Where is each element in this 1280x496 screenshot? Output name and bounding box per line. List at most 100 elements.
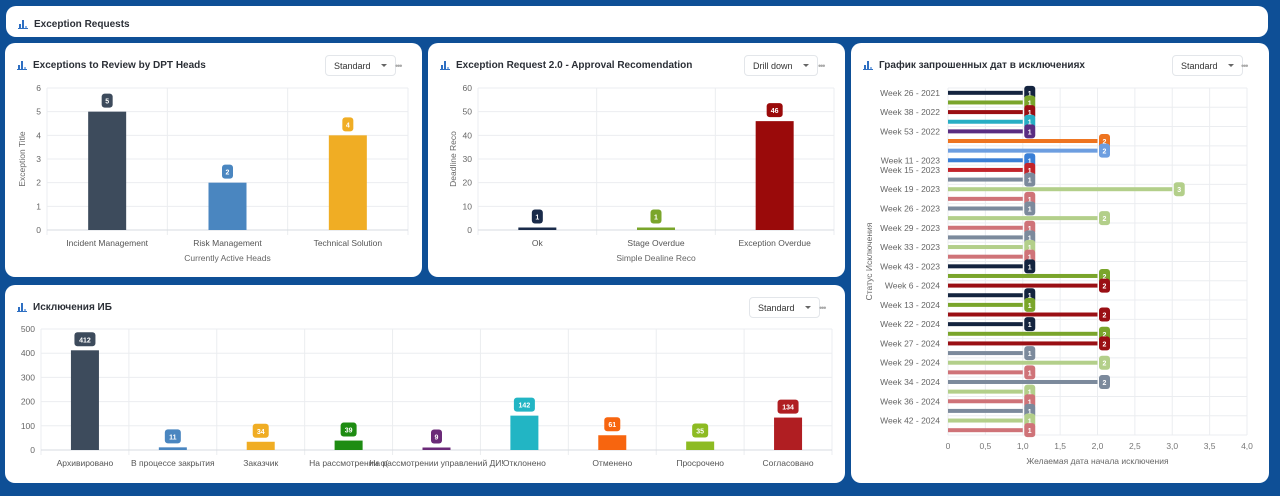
- bar: [948, 293, 1023, 298]
- bar: [328, 135, 367, 230]
- data-label: 142: [519, 403, 531, 410]
- view-dropdown-value: Standard: [758, 302, 795, 313]
- bar: [598, 435, 627, 450]
- chevron-down-icon: [804, 306, 811, 309]
- data-label: 1: [1028, 419, 1032, 426]
- data-label-badge: [222, 164, 233, 179]
- view-dropdown[interactable]: Standard: [1172, 55, 1243, 76]
- data-label-badge: [340, 422, 357, 437]
- y-tick-label: 300: [21, 372, 35, 382]
- x-tick-label: 1,0: [1017, 441, 1029, 451]
- data-label-badge: [1099, 355, 1110, 370]
- y-tick-label: 1: [36, 201, 41, 211]
- x-tick-label: Technical Solution: [314, 238, 383, 248]
- data-label: 1: [1028, 178, 1032, 185]
- data-label: 3: [1177, 187, 1181, 194]
- data-label-badge: [1024, 365, 1036, 380]
- view-dropdown[interactable]: Standard: [749, 297, 820, 318]
- x-tick-label: 3,0: [1166, 441, 1178, 451]
- bar: [334, 440, 363, 450]
- bar: [774, 417, 803, 450]
- data-label-badge: [1099, 143, 1110, 158]
- data-label: 2: [1103, 139, 1107, 146]
- data-label: 1: [1028, 293, 1032, 300]
- y-axis-title: Exception Title: [17, 131, 27, 187]
- data-label: 2: [1103, 313, 1107, 320]
- y-tick-label: 30: [463, 154, 473, 164]
- chevron-down-icon: [802, 64, 809, 67]
- bar: [755, 121, 794, 230]
- y-tick-label: 4: [36, 130, 41, 140]
- bar: [948, 167, 1023, 172]
- y-tick-label: Week 36 - 2024: [880, 396, 940, 406]
- panel-header: Exception Request 2.0 - Approval Recomen…: [440, 60, 692, 71]
- data-label-badge: [1099, 336, 1110, 351]
- view-dropdown-value: Standard: [1181, 60, 1218, 71]
- bar: [422, 447, 451, 450]
- data-label: 2: [1103, 284, 1107, 291]
- bar: [948, 264, 1023, 269]
- data-label-badge: [1024, 297, 1036, 312]
- data-label: 1: [1028, 370, 1032, 377]
- panel-title: Exception Request 2.0 - Approval Recomen…: [456, 60, 693, 71]
- chart-ib-exceptions: 0 100 200 300 400 500 412 Архивировано 11 В проце…: [21, 324, 833, 468]
- bar: [510, 415, 539, 450]
- view-dropdown[interactable]: Standard: [325, 55, 396, 76]
- y-tick-label: Week 26 - 2021: [880, 88, 940, 98]
- bar: [686, 441, 715, 450]
- data-label: 1: [1028, 168, 1032, 175]
- data-label: 1: [1028, 351, 1032, 358]
- data-label-badge: [531, 209, 543, 224]
- y-tick-label: 500: [21, 324, 35, 334]
- bar: [948, 428, 1023, 433]
- data-label-badge: [1024, 317, 1036, 332]
- y-tick-label: Week 6 - 2024: [885, 281, 940, 291]
- y-tick-label: Week 42 - 2024: [880, 416, 940, 426]
- bar-chart-icon: [863, 61, 873, 70]
- x-tick-label: Exception Overdue: [739, 238, 812, 248]
- bar: [637, 227, 675, 230]
- y-tick-label: Week 27 - 2024: [880, 338, 940, 348]
- y-tick-label: 20: [463, 178, 473, 188]
- more-options-icon[interactable]: •••: [395, 61, 403, 71]
- data-label: 4: [346, 122, 350, 129]
- data-label-badge: [692, 423, 709, 438]
- data-label-badge: [1099, 374, 1110, 389]
- y-tick-label: Week 13 - 2024: [880, 300, 940, 310]
- y-tick-label: 2: [36, 178, 41, 188]
- y-axis-title: Статус Исключения: [864, 222, 874, 300]
- bar: [518, 227, 557, 230]
- data-label: 1: [1028, 390, 1032, 397]
- more-options-icon[interactable]: •••: [819, 303, 827, 313]
- bar: [948, 148, 1098, 153]
- x-tick-label: В процессе закрытия: [131, 458, 215, 468]
- bar: [948, 235, 1023, 240]
- y-tick-label: Week 38 - 2022: [880, 107, 940, 117]
- bar: [948, 312, 1098, 317]
- bar-chart-icon: [18, 20, 28, 29]
- data-label-badge: [1024, 346, 1036, 361]
- bar: [948, 119, 1023, 124]
- bar: [948, 418, 1023, 423]
- data-label: 412: [79, 337, 91, 344]
- data-label-badge: [777, 399, 799, 414]
- x-tick-label: Заказчик: [243, 458, 278, 468]
- more-options-icon[interactable]: •••: [1241, 61, 1249, 71]
- more-options-icon[interactable]: •••: [818, 61, 826, 71]
- x-axis-title: Simple Dealine Reco: [616, 253, 696, 263]
- x-tick-label: 2,0: [1092, 441, 1104, 451]
- y-tick-label: Week 15 - 2023: [880, 165, 940, 175]
- bar: [948, 216, 1098, 221]
- bar: [948, 322, 1023, 327]
- x-axis-title: Currently Active Heads: [184, 253, 270, 263]
- view-dropdown[interactable]: Drill down: [744, 55, 818, 76]
- x-tick-label: Risk Management: [193, 238, 262, 248]
- y-tick-label: 6: [36, 83, 41, 93]
- bar: [246, 441, 275, 450]
- data-label-badge: [1024, 259, 1036, 274]
- y-tick-label: 0: [36, 225, 41, 235]
- bar: [948, 110, 1023, 115]
- y-tick-label: 5: [36, 107, 41, 117]
- y-tick-label: Week 34 - 2024: [880, 377, 940, 387]
- y-tick-label: 60: [463, 83, 473, 93]
